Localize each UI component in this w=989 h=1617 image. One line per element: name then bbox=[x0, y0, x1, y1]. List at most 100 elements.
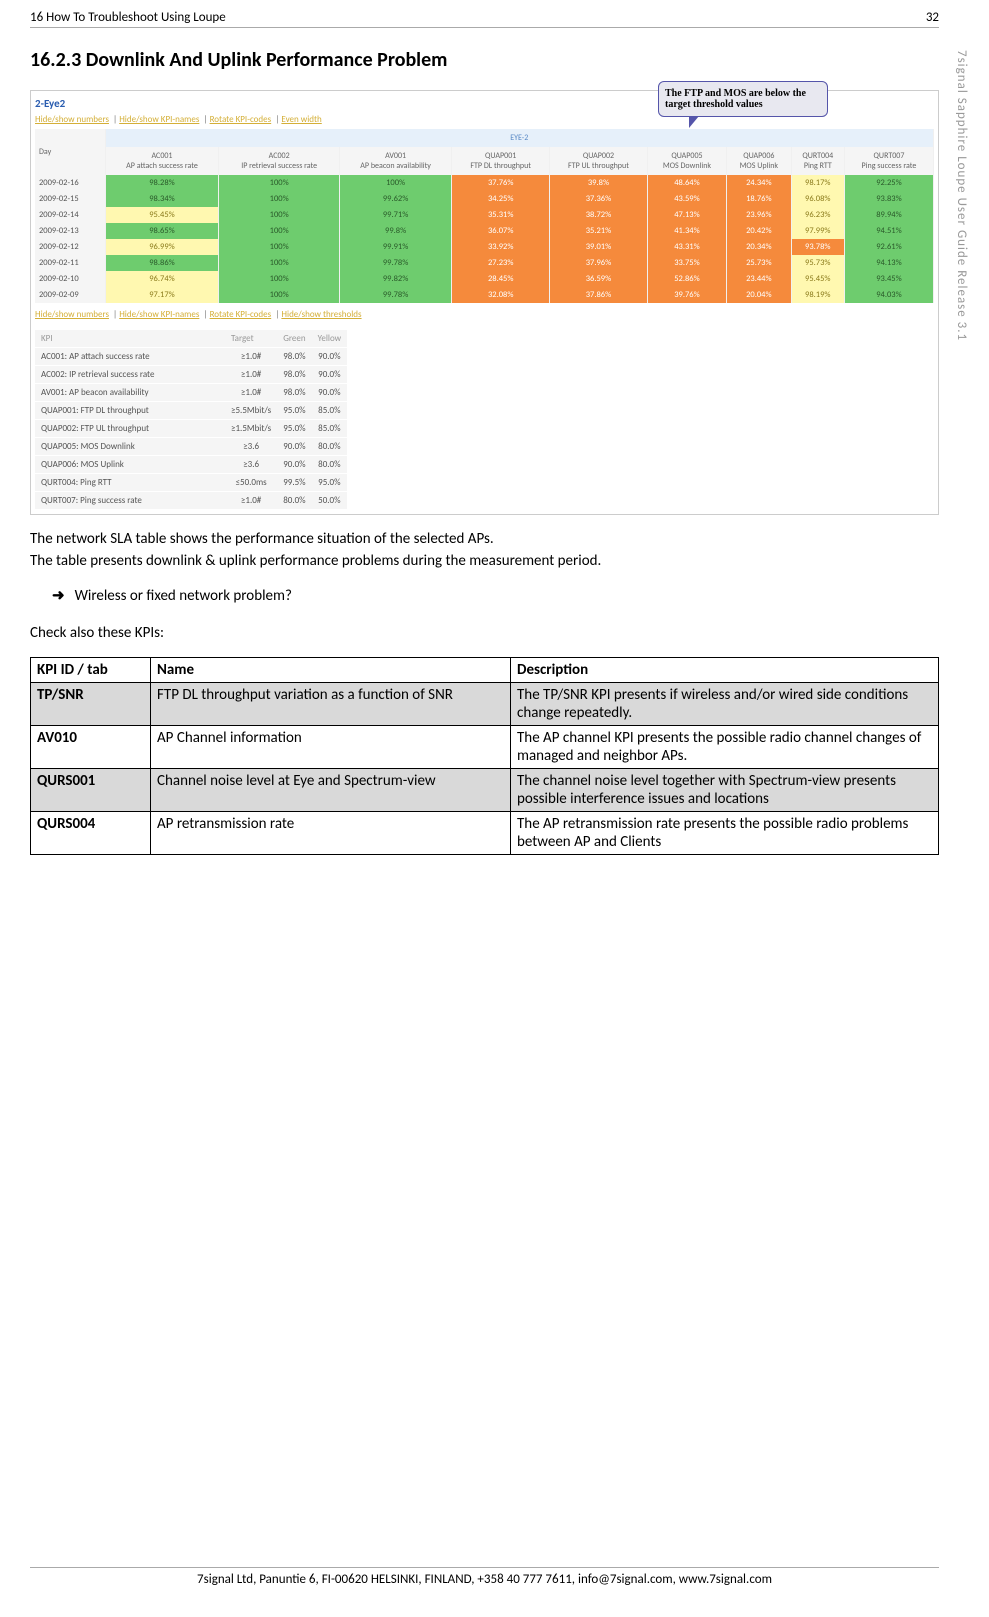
thresh-row: AC001: AP attach success rate≥1.0#98.0%9… bbox=[35, 348, 347, 366]
sla-value-cell: 100% bbox=[339, 175, 452, 191]
screenshot-link[interactable]: Rotate KPI-codes bbox=[210, 309, 272, 320]
sla-value-cell: 100% bbox=[219, 271, 339, 287]
sla-value-cell: 23.44% bbox=[727, 271, 792, 287]
header-left: 16 How To Troubleshoot Using Loupe bbox=[30, 10, 226, 25]
sla-value-cell: 52.86% bbox=[647, 271, 726, 287]
sla-column-header: AV001AP beacon availability bbox=[339, 147, 452, 175]
screenshot-links-bottom: Hide/show numbers | Hide/show KPI-names … bbox=[35, 307, 934, 324]
sla-value-cell: 100% bbox=[219, 191, 339, 207]
sla-column-header: QUAP005MOS Downlink bbox=[647, 147, 726, 175]
sla-value-cell: 33.92% bbox=[452, 239, 550, 255]
sla-screenshot: The FTP and MOS are below the target thr… bbox=[30, 90, 939, 515]
thresh-cell: AC001: AP attach success rate bbox=[35, 348, 225, 366]
screenshot-link[interactable]: Even width bbox=[281, 114, 321, 125]
thresh-cell: 80.0% bbox=[277, 492, 311, 510]
sla-value-cell: 37.76% bbox=[452, 175, 550, 191]
thresh-cell: QUAP001: FTP DL throughput bbox=[35, 402, 225, 420]
sla-value-cell: 97.17% bbox=[105, 287, 219, 303]
sla-column-header: AC002IP retrieval success rate bbox=[219, 147, 339, 175]
screenshot-link[interactable]: Hide/show KPI-names bbox=[119, 114, 199, 125]
sla-value-cell: 20.34% bbox=[727, 239, 792, 255]
sla-value-cell: 89.94% bbox=[844, 207, 933, 223]
thresh-cell: 85.0% bbox=[312, 402, 348, 420]
sla-value-cell: 37.36% bbox=[550, 191, 648, 207]
sla-column-header: QUAP006MOS Uplink bbox=[727, 147, 792, 175]
sla-value-cell: 48.64% bbox=[647, 175, 726, 191]
sla-table-row: 2009-02-0997.17%100%99.78%32.08%37.86%39… bbox=[35, 287, 934, 303]
thresh-cell: ≥1.0# bbox=[225, 366, 277, 384]
thresh-cell: ≥1.0# bbox=[225, 492, 277, 510]
sla-value-cell: 47.13% bbox=[647, 207, 726, 223]
sla-value-cell: 93.83% bbox=[844, 191, 933, 207]
sla-table-row: 2009-02-1296.99%100%99.91%33.92%39.01%43… bbox=[35, 239, 934, 255]
sla-value-cell: 96.23% bbox=[791, 207, 844, 223]
kpi-desc-cell: The TP/SNR KPI presents if wireless and/… bbox=[511, 682, 939, 725]
sla-value-cell: 98.17% bbox=[791, 175, 844, 191]
sla-value-cell: 99.8% bbox=[339, 223, 452, 239]
thresh-cell: 90.0% bbox=[277, 456, 311, 474]
sla-day-cell: 2009-02-16 bbox=[35, 175, 105, 191]
thresh-row: AV001: AP beacon availability≥1.0#98.0%9… bbox=[35, 384, 347, 402]
sla-value-cell: 25.73% bbox=[727, 255, 792, 271]
sla-column-header: AC001AP attach success rate bbox=[105, 147, 219, 175]
thresh-row: QURT007: Ping success rate≥1.0#80.0%50.0… bbox=[35, 492, 347, 510]
thresh-cell: 95.0% bbox=[312, 474, 348, 492]
sla-value-cell: 35.21% bbox=[550, 223, 648, 239]
thresh-header: Green bbox=[277, 330, 311, 348]
kpi-name-cell: FTP DL throughput variation as a functio… bbox=[151, 682, 511, 725]
thresh-cell: ≥5.5Mbit/s bbox=[225, 402, 277, 420]
screenshot-link[interactable]: Hide/show numbers bbox=[35, 309, 109, 320]
sla-value-cell: 20.04% bbox=[727, 287, 792, 303]
sla-table-row: 2009-02-1096.74%100%99.82%28.45%36.59%52… bbox=[35, 271, 934, 287]
thresh-cell: 90.0% bbox=[277, 438, 311, 456]
threshold-table: KPITargetGreenYellow AC001: AP attach su… bbox=[35, 330, 347, 510]
thresh-cell: 99.5% bbox=[277, 474, 311, 492]
sla-value-cell: 100% bbox=[219, 255, 339, 271]
kpi-row: TP/SNRFTP DL throughput variation as a f… bbox=[31, 682, 939, 725]
sla-value-cell: 98.19% bbox=[791, 287, 844, 303]
kpi-id-cell: AV010 bbox=[31, 725, 151, 768]
screenshot-link[interactable]: Rotate KPI-codes bbox=[210, 114, 272, 125]
sla-day-cell: 2009-02-14 bbox=[35, 207, 105, 223]
sla-value-cell: 98.28% bbox=[105, 175, 219, 191]
kpi-row: AV010AP Channel informationThe AP channe… bbox=[31, 725, 939, 768]
thresh-cell: ≥1.5Mbit/s bbox=[225, 420, 277, 438]
sla-value-cell: 28.45% bbox=[452, 271, 550, 287]
sla-value-cell: 92.25% bbox=[844, 175, 933, 191]
sla-value-cell: 39.76% bbox=[647, 287, 726, 303]
sla-value-cell: 99.78% bbox=[339, 255, 452, 271]
thresh-cell: QURT007: Ping success rate bbox=[35, 492, 225, 510]
thresh-cell: ≤50.0ms bbox=[225, 474, 277, 492]
sla-value-cell: 34.25% bbox=[452, 191, 550, 207]
header-page-number: 32 bbox=[926, 10, 939, 25]
sla-day-cell: 2009-02-15 bbox=[35, 191, 105, 207]
sla-value-cell: 38.72% bbox=[550, 207, 648, 223]
sla-value-cell: 24.34% bbox=[727, 175, 792, 191]
callout-note: The FTP and MOS are below the target thr… bbox=[658, 81, 828, 117]
sla-value-cell: 99.62% bbox=[339, 191, 452, 207]
sla-column-header: QUAP002FTP UL throughput bbox=[550, 147, 648, 175]
kpi-name-cell: AP Channel information bbox=[151, 725, 511, 768]
kpi-row: QURS001Channel noise level at Eye and Sp… bbox=[31, 768, 939, 811]
sla-value-cell: 100% bbox=[219, 175, 339, 191]
sla-value-cell: 33.75% bbox=[647, 255, 726, 271]
eye-header: EYE-2 bbox=[105, 129, 934, 147]
sla-day-cell: 2009-02-11 bbox=[35, 255, 105, 271]
sla-value-cell: 39.01% bbox=[550, 239, 648, 255]
kpi-id-cell: QURS004 bbox=[31, 811, 151, 854]
screenshot-link[interactable]: Hide/show numbers bbox=[35, 114, 109, 125]
sla-table-row: 2009-02-1198.86%100%99.78%27.23%37.96%33… bbox=[35, 255, 934, 271]
screenshot-link[interactable]: Hide/show KPI-names bbox=[119, 309, 199, 320]
thresh-cell: ≥1.0# bbox=[225, 384, 277, 402]
sla-value-cell: 37.96% bbox=[550, 255, 648, 271]
kpi-row: QURS004AP retransmission rateThe AP retr… bbox=[31, 811, 939, 854]
sla-value-cell: 93.45% bbox=[844, 271, 933, 287]
thresh-cell: QUAP005: MOS Downlink bbox=[35, 438, 225, 456]
kpi-name-cell: Channel noise level at Eye and Spectrum-… bbox=[151, 768, 511, 811]
sla-value-cell: 98.34% bbox=[105, 191, 219, 207]
sla-value-cell: 43.59% bbox=[647, 191, 726, 207]
thresh-cell: 50.0% bbox=[312, 492, 348, 510]
sla-column-header: QUAP001FTP DL throughput bbox=[452, 147, 550, 175]
thresh-cell: ≥1.0# bbox=[225, 348, 277, 366]
screenshot-link[interactable]: Hide/show thresholds bbox=[281, 309, 361, 320]
